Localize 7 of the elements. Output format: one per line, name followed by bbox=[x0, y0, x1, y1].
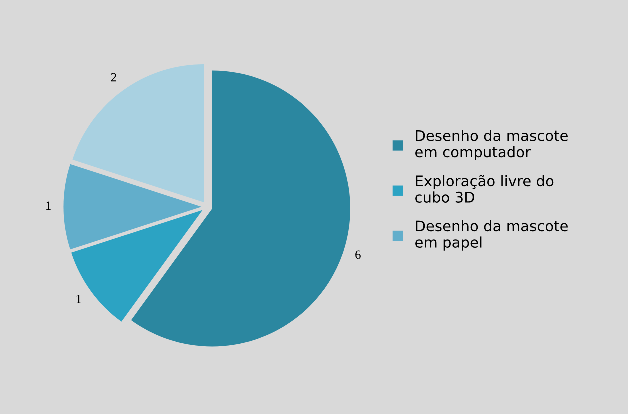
data-label: 6 bbox=[356, 250, 361, 260]
legend-label: Desenho da mascote em computador bbox=[416, 130, 568, 161]
legend-label: Desenho da mascote em papel bbox=[416, 220, 568, 251]
data-label: 1 bbox=[76, 295, 82, 304]
data-label: 2 bbox=[111, 73, 116, 82]
data-label: 1 bbox=[46, 202, 51, 210]
legend-label: Exploração livre do cubo 3D bbox=[416, 175, 554, 203]
